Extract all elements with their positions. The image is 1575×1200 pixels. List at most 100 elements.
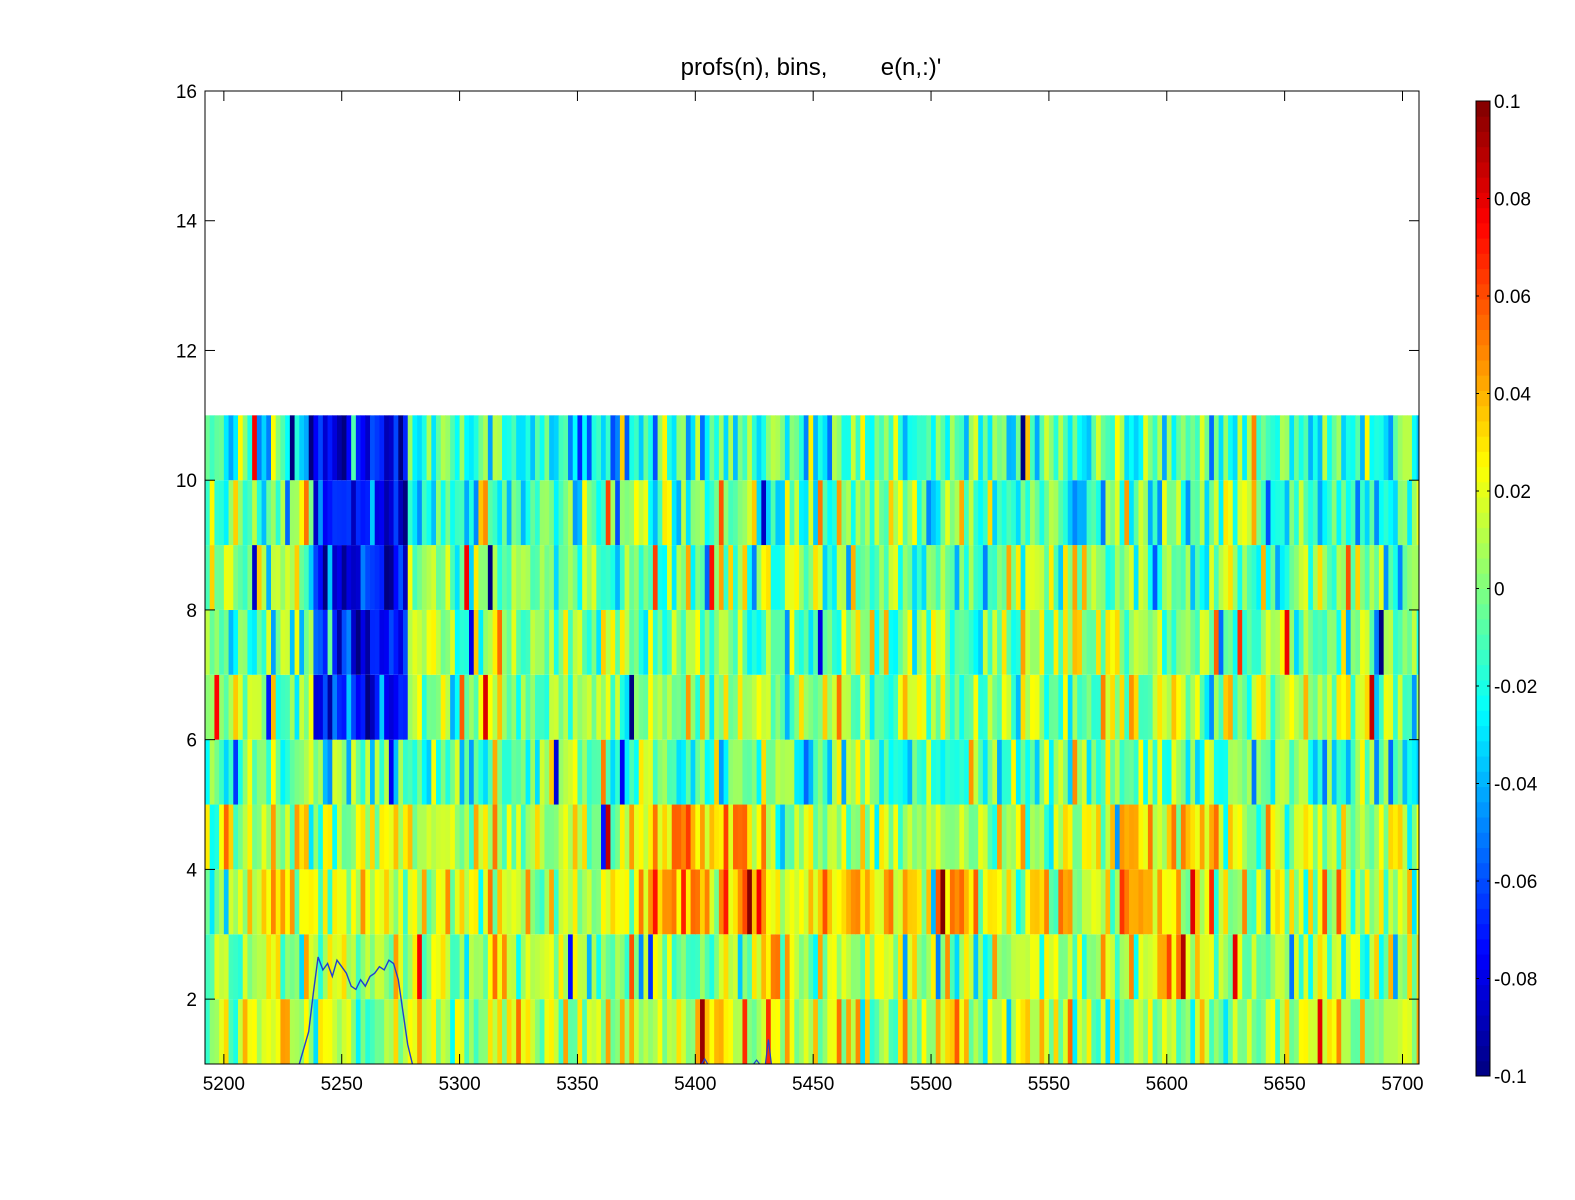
heatmap-cell: [1157, 480, 1163, 546]
heatmap-cell: [643, 739, 649, 805]
heatmap-cell: [1053, 934, 1059, 1000]
heatmap-cell: [1119, 869, 1125, 935]
heatmap-cell: [1006, 480, 1012, 546]
heatmap-cell: [238, 480, 244, 546]
heatmap-cell: [1209, 480, 1215, 546]
heatmap-cell: [1350, 545, 1356, 610]
heatmap-cell: [332, 804, 338, 870]
heatmap-cell: [266, 739, 272, 805]
heatmap-cell: [822, 934, 828, 1000]
heatmap-cell: [1279, 415, 1286, 481]
heatmap-cell: [1096, 674, 1102, 740]
heatmap-cell: [978, 999, 984, 1064]
colorbar-segment: [1476, 527, 1490, 544]
heatmap-cell: [601, 609, 607, 675]
heatmap-cell: [1374, 545, 1380, 610]
heatmap-cell: [1086, 674, 1092, 740]
heatmap-cell: [817, 999, 823, 1064]
heatmap-cell: [992, 545, 998, 610]
heatmap-cell: [850, 999, 857, 1064]
heatmap-cell: [223, 804, 229, 870]
heatmap-cell: [417, 934, 423, 1000]
heatmap-cell: [1171, 480, 1177, 546]
heatmap-cell: [403, 739, 409, 805]
heatmap-cell: [1124, 934, 1130, 1000]
heatmap-cell: [747, 674, 753, 740]
heatmap-cell: [1020, 480, 1026, 546]
heatmap-cell: [1369, 480, 1375, 546]
heatmap-cell: [572, 869, 578, 935]
heatmap-cell: [959, 869, 965, 935]
heatmap-cell: [1015, 674, 1022, 740]
heatmap-cell: [723, 934, 729, 1000]
heatmap-cell: [261, 480, 267, 546]
heatmap-cell: [1034, 999, 1040, 1064]
heatmap-cell: [374, 480, 380, 546]
heatmap-cell: [379, 869, 385, 935]
heatmap-cell: [1289, 999, 1295, 1064]
heatmap-cell: [1204, 674, 1210, 740]
heatmap-cell: [690, 674, 696, 740]
x-tick-label: 5700: [1381, 1074, 1423, 1095]
heatmap-cell: [1331, 609, 1337, 675]
heatmap-cell: [1275, 999, 1281, 1064]
heatmap-cell: [252, 415, 258, 481]
heatmap-cell: [652, 545, 658, 610]
heatmap-cell: [761, 415, 767, 481]
heatmap-cell: [393, 674, 399, 740]
heatmap-cell: [1039, 739, 1045, 805]
heatmap-cell: [421, 545, 427, 610]
heatmap-cell: [327, 674, 333, 740]
heatmap-cell: [233, 609, 239, 675]
heatmap-cell: [1350, 609, 1356, 675]
heatmap-cell: [1265, 739, 1271, 805]
heatmap-cell: [440, 804, 446, 870]
heatmap-cell: [464, 609, 470, 675]
heatmap-cell: [1218, 999, 1224, 1064]
heatmap-cell: [205, 739, 211, 805]
heatmap-cell: [1166, 609, 1172, 675]
heatmap-cell: [535, 480, 541, 546]
heatmap-cell: [1110, 999, 1116, 1064]
heatmap-cell: [676, 999, 682, 1064]
heatmap-cell: [252, 999, 258, 1064]
heatmap-cell: [1072, 480, 1078, 546]
heatmap-cell: [945, 739, 951, 805]
heatmap-cell: [322, 999, 328, 1064]
heatmap-cell: [393, 739, 399, 805]
heatmap-cell: [921, 609, 927, 675]
heatmap-cell: [813, 480, 819, 546]
heatmap-cell: [431, 934, 437, 1000]
heatmap-cell: [497, 674, 503, 740]
heatmap-cell: [850, 869, 857, 935]
heatmap-cell: [883, 415, 890, 481]
heatmap-cell: [605, 999, 611, 1064]
heatmap-cell: [558, 804, 564, 870]
heatmap-cell: [982, 415, 989, 481]
heatmap-cell: [393, 480, 399, 546]
heatmap-cell: [464, 545, 470, 610]
heatmap-cell: [1246, 804, 1253, 870]
heatmap-cell: [657, 869, 663, 935]
heatmap-cell: [318, 609, 324, 675]
heatmap-cell: [827, 804, 833, 870]
heatmap-cell: [1218, 934, 1224, 1000]
heatmap-cell: [577, 934, 583, 1000]
heatmap-cell: [1105, 869, 1111, 935]
heatmap-cell: [299, 609, 305, 675]
heatmap-cell: [605, 674, 611, 740]
heatmap-cell: [1360, 934, 1366, 1000]
heatmap-cell: [436, 545, 442, 610]
heatmap-cell: [285, 804, 291, 870]
heatmap-cell: [775, 934, 781, 1000]
heatmap-cell: [223, 609, 229, 675]
heatmap-cell: [568, 999, 574, 1064]
heatmap-cell: [1086, 934, 1092, 1000]
heatmap-cell: [931, 480, 937, 546]
heatmap-cell: [638, 804, 644, 870]
heatmap-cell: [935, 545, 941, 610]
heatmap-cell: [233, 674, 239, 740]
colorbar-segment: [1476, 1030, 1490, 1047]
heatmap-cell: [341, 609, 347, 675]
heatmap-cell: [822, 415, 828, 481]
